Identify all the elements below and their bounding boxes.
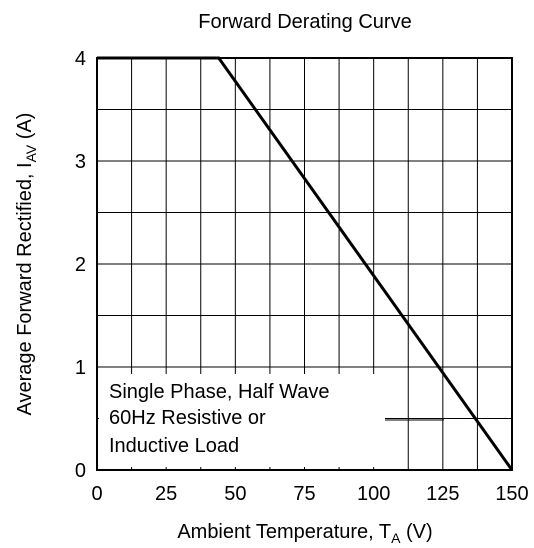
x-tick-label: 100: [357, 483, 390, 505]
series: [97, 56, 514, 471]
x-axis-label-main: Ambient Temperature, T: [177, 521, 391, 543]
y-axis-label-sub: AV: [23, 144, 39, 162]
y-tick-label: 0: [75, 460, 86, 482]
x-ticks: 0 25 50 75 100 125 150: [91, 483, 528, 505]
y-ticks: 0 1 2 3 4: [75, 48, 86, 482]
x-tick-label: 150: [495, 483, 528, 505]
x-axis-label: Ambient Temperature, TA (V): [177, 521, 432, 546]
annotation-line-2: 60Hz Resistive or: [109, 407, 266, 429]
plot-frame: [96, 57, 513, 471]
series-line: [97, 56, 514, 471]
y-tick-label: 3: [75, 151, 86, 173]
x-axis-label-sub: A: [391, 530, 401, 546]
x-axis-label-unit: (V): [400, 521, 432, 543]
y-tick-label: 2: [75, 254, 86, 276]
chart-title: Forward Derating Curve: [198, 11, 411, 33]
x-tick-label: 25: [155, 483, 177, 505]
annotation-box: [99, 374, 385, 467]
annotation-line-3: Inductive Load: [109, 435, 239, 457]
y-axis-label-unit: (A): [14, 113, 36, 145]
y-tick-label: 4: [75, 48, 86, 70]
x-tick-label: 125: [426, 483, 459, 505]
y-axis-label: Average Forward Rectified, IAV (A): [14, 113, 39, 416]
x-tick-label: 0: [91, 483, 102, 505]
x-tick-label: 50: [224, 483, 246, 505]
x-tick-label: 75: [293, 483, 315, 505]
y-axis-label-main: Average Forward Rectified, I: [14, 162, 36, 415]
annotation-line-1: Single Phase, Half Wave: [109, 381, 329, 403]
y-tick-label: 1: [75, 357, 86, 379]
